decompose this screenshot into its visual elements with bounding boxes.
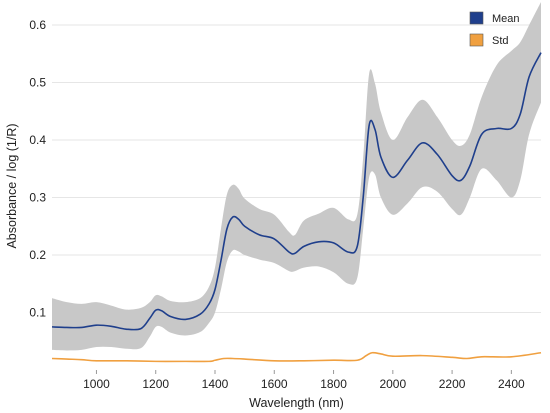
x-tick-label: 2200	[439, 377, 466, 391]
legend-label-std: Std	[492, 35, 509, 47]
legend-swatch-std	[469, 33, 484, 47]
y-tick-label: 0.1	[29, 306, 46, 320]
y-tick-label: 0.6	[29, 18, 46, 32]
x-tick-label: 1000	[83, 377, 110, 391]
std-line	[51, 351, 542, 363]
x-tick-label: 1800	[320, 377, 347, 391]
y-tick-label: 0.4	[29, 133, 46, 147]
x-axis-title: Wavelength (nm)	[249, 396, 344, 410]
legend: Mean Std	[469, 11, 520, 47]
x-tick-label: 1600	[261, 377, 288, 391]
mean-line	[51, 52, 542, 331]
y-tick-label: 0.3	[29, 191, 46, 205]
std-band	[52, 2, 541, 351]
x-tick-label: 2000	[379, 377, 406, 391]
x-axis-ticks: 1000 1200 1400 1600 1800 2000 2200 2400	[83, 370, 525, 391]
x-tick-label: 2400	[498, 377, 525, 391]
legend-swatch-mean	[469, 11, 484, 25]
y-tick-label: 0.5	[29, 76, 46, 90]
y-axis-ticks: 0.1 0.2 0.3 0.4 0.5 0.6	[29, 18, 46, 320]
gridlines	[52, 24, 541, 313]
x-tick-label: 1400	[202, 377, 229, 391]
mean-std-band	[52, 2, 541, 351]
legend-label-mean: Mean	[492, 13, 520, 25]
series-lines	[51, 52, 542, 363]
x-tick-label: 1200	[142, 377, 169, 391]
y-axis-title: Absorbance / log (1/R)	[5, 123, 19, 248]
y-tick-label: 0.2	[29, 248, 46, 262]
